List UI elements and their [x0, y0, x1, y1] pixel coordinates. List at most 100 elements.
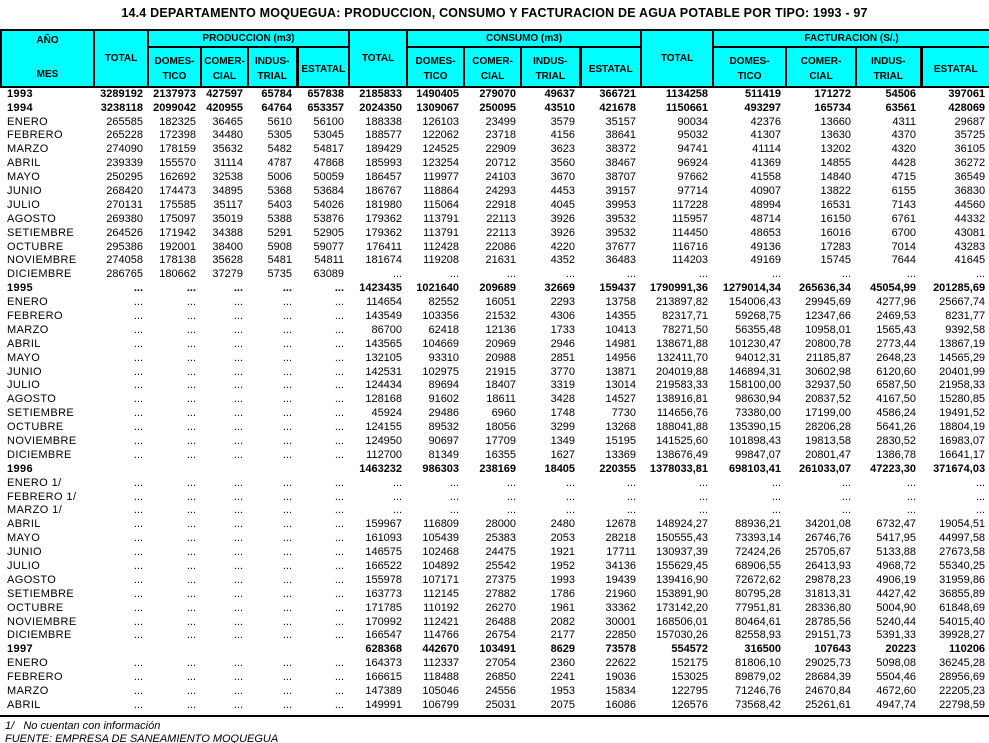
cell-value: ...: [565, 268, 576, 281]
cell-value: 6700: [891, 226, 917, 239]
cell-value: 3579: [550, 115, 576, 128]
state-column-header: ESTATAL: [579, 46, 643, 88]
cell-value: ...: [186, 671, 196, 684]
cell-value: 36105: [954, 143, 986, 156]
cell-value: ...: [392, 268, 403, 281]
cell-value: [297, 643, 349, 657]
cell-value: 89532: [428, 421, 460, 434]
cell-value: 73578: [605, 643, 637, 656]
cell-value: ...: [186, 476, 196, 489]
cell-value: 185993: [365, 157, 403, 170]
cell-value: 118488: [423, 671, 460, 684]
cell-value: 41114: [752, 143, 782, 156]
cell-value: ...: [186, 421, 196, 434]
cell-value: ...: [186, 310, 196, 322]
cell-value: ...: [233, 504, 243, 517]
cell-value: 103491: [479, 643, 517, 656]
row-label: OCTUBRE: [7, 421, 64, 434]
cell-value: 3926: [550, 226, 576, 239]
cell-value: 1386,78: [876, 448, 917, 461]
cell-value: ...: [334, 615, 345, 628]
cell-value: 47868: [313, 157, 345, 170]
cell-value: 31114: [214, 157, 243, 170]
cell-value: ...: [233, 532, 243, 545]
cell-value: 261033,07: [799, 462, 852, 475]
cell-value: 26754: [485, 629, 517, 642]
cell-value: 39928,27: [939, 629, 986, 642]
table-row: OCTUBRE............... 171785 110192 26270 1…: [1, 601, 989, 615]
cell-value: 155629,45: [656, 560, 709, 573]
cell-value: 104669: [422, 337, 460, 350]
cell-value: 4320: [891, 143, 917, 156]
cell-value: 1463232: [359, 462, 403, 475]
cell-value: ...: [186, 615, 196, 628]
cell-value: ...: [334, 407, 345, 420]
cell-value: ...: [233, 546, 243, 559]
cell-value: 21915: [485, 365, 517, 378]
cell-value: 34895: [212, 184, 243, 197]
cell-value: 554572: [671, 643, 709, 656]
cell-value: 7143: [891, 198, 917, 211]
cell-value: ...: [186, 435, 196, 448]
cell-value: 49637: [544, 88, 576, 100]
cell-value: 628368: [365, 643, 403, 656]
cell-value: 38707: [605, 171, 637, 184]
cell-value: 5417,95: [876, 532, 917, 545]
cell-value: 82552: [428, 296, 460, 309]
cell-value: 4428: [891, 157, 917, 170]
cell-value: ...: [186, 323, 196, 336]
cell-value: 178138: [159, 254, 196, 267]
cell-value: 41369: [750, 157, 782, 170]
cell-value: ...: [233, 337, 243, 350]
cell-value: 32937,50: [805, 379, 852, 392]
table-row: 1996 1463232 986303 238169 18405 220355 137803…: [1, 463, 989, 477]
cell-value: ...: [233, 393, 243, 406]
cell-value: 116809: [423, 518, 460, 531]
cell-value: 63089: [313, 268, 345, 281]
table-row: JULIO............... 124434 89694 18407 3319…: [1, 379, 989, 393]
cell-value: ...: [565, 504, 576, 517]
cell-value: 112337: [423, 657, 460, 670]
cell-value: 13202: [820, 143, 852, 156]
cell-value: [201, 463, 248, 477]
row-label: MARZO: [7, 143, 49, 156]
row-label: FEBRERO: [7, 310, 63, 322]
table-row: OCTUBRE............... 124155 89532 18056 32…: [1, 421, 989, 435]
cell-value: 28218: [605, 532, 637, 545]
cell-value: ...: [282, 421, 292, 434]
cell-value: 2241: [550, 671, 576, 684]
cell-value: 264526: [106, 226, 143, 239]
cell-value: 59077: [313, 240, 345, 253]
table-row: MARZO............... 86700 62418 12136 1733 1…: [1, 324, 989, 338]
cell-value: 135390,15: [729, 421, 782, 434]
cell-value: 19813,58: [805, 435, 852, 448]
cell-value: ...: [233, 587, 243, 600]
cell-value: ...: [282, 671, 292, 684]
cell-value: ...: [975, 490, 986, 503]
cell-value: ...: [771, 268, 782, 281]
cell-value: ...: [449, 476, 460, 489]
cell-value: 93310: [428, 351, 460, 364]
table-row: SETIEMBRE............... 163773 112145 2788…: [1, 588, 989, 602]
cell-value: ...: [282, 365, 292, 378]
cell-value: 35157: [605, 115, 637, 128]
cell-value: 72424,26: [735, 546, 782, 559]
cell-value: 172398: [159, 129, 196, 142]
cell-value: 24670,84: [805, 685, 852, 698]
row-label: 1997: [7, 643, 34, 656]
row-label: FEBRERO 1/: [7, 490, 77, 503]
row-label: 1995: [7, 282, 34, 295]
cell-value: 114654: [366, 296, 403, 309]
cell-value: ...: [698, 490, 709, 503]
cell-value: 4311: [892, 115, 917, 128]
cell-value: ...: [334, 629, 345, 642]
cell-value: 22086: [485, 240, 517, 253]
cell-value: ...: [282, 615, 292, 628]
cell-value: ...: [186, 657, 196, 670]
cell-value: 21532: [485, 310, 517, 322]
cell-value: ...: [392, 490, 403, 503]
cell-value: 119208: [423, 254, 460, 267]
cell-value: 72672,62: [735, 573, 782, 586]
cell-value: 8629: [550, 643, 576, 656]
cell-value: [297, 463, 349, 477]
